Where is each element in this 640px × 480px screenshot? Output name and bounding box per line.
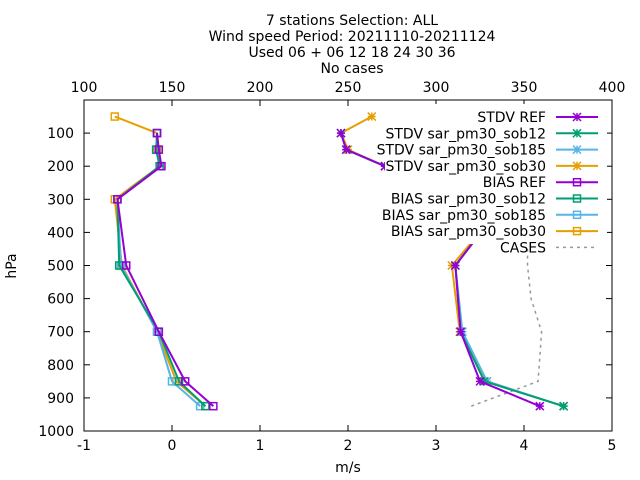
data-point xyxy=(113,195,122,204)
x2-tick-label: 400 xyxy=(599,80,626,96)
legend-swatch-marker xyxy=(572,161,582,171)
series-cases xyxy=(470,248,543,407)
y-axis-label: hPa xyxy=(4,253,20,278)
legend-entry: STDV sar_pm30_sob30 xyxy=(385,159,598,175)
legend-label: BIAS sar_pm30_sob185 xyxy=(382,208,546,224)
data-point xyxy=(341,145,351,155)
data-point xyxy=(475,376,485,386)
x-tick-label: 5 xyxy=(608,438,617,454)
x2-tick-label: 250 xyxy=(335,80,362,96)
legend-entry: BIAS REF xyxy=(483,175,598,191)
data-point xyxy=(121,261,131,270)
series-bias-ref xyxy=(113,128,218,411)
legend-entry: STDV sar_pm30_sob185 xyxy=(377,143,598,159)
data-point xyxy=(479,376,489,386)
legend-label: STDV sar_pm30_sob185 xyxy=(377,143,546,159)
y-tick-label: 200 xyxy=(47,159,74,175)
data-point xyxy=(154,145,164,154)
data-point xyxy=(559,401,569,411)
x2-tick-label: 150 xyxy=(159,80,186,96)
x-tick-label: 3 xyxy=(432,438,441,454)
x2-tick-label: 300 xyxy=(423,80,450,96)
legend-entry: STDV REF xyxy=(477,110,598,126)
legend-swatch-marker xyxy=(572,177,582,187)
title-line-1: 7 stations Selection: ALL xyxy=(266,13,438,29)
y-tick-label: 300 xyxy=(47,192,74,208)
data-point xyxy=(535,401,545,411)
legend-label: STDV sar_pm30_sob12 xyxy=(385,126,546,142)
legend-swatch-marker xyxy=(572,194,582,203)
legend-entry: STDV sar_pm30_sob12 xyxy=(385,126,598,142)
y-tick-label: 400 xyxy=(47,225,74,241)
legend-label: BIAS REF xyxy=(483,175,546,191)
data-point xyxy=(157,161,166,171)
x-tick-label: 0 xyxy=(168,438,177,454)
legend-label: BIAS sar_pm30_sob30 xyxy=(391,224,546,240)
data-point xyxy=(367,112,377,122)
data-point xyxy=(195,401,205,411)
title-line-2: Wind speed Period: 20211110-20211124 xyxy=(209,29,496,45)
y-tick-label: 100 xyxy=(47,126,74,142)
y-tick-label: 500 xyxy=(47,259,74,275)
data-point xyxy=(201,401,210,411)
legend-swatch-marker xyxy=(572,112,582,122)
data-point xyxy=(209,401,218,411)
legend-background xyxy=(385,104,607,244)
data-point xyxy=(456,327,466,337)
x-tick-label: -1 xyxy=(77,438,91,454)
y-tick-label: 600 xyxy=(47,292,74,308)
data-point xyxy=(450,260,460,271)
series-line xyxy=(470,248,543,407)
x-tick-label: 1 xyxy=(256,438,265,454)
legend-entry: BIAS sar_pm30_sob30 xyxy=(391,224,598,240)
data-point xyxy=(180,377,190,386)
legend-entry: BIAS sar_pm30_sob12 xyxy=(391,192,598,208)
x-tick-label: 2 xyxy=(344,438,353,454)
legend-entry: BIAS sar_pm30_sob185 xyxy=(382,208,598,224)
x-tick-label: 4 xyxy=(520,438,529,454)
series-line xyxy=(116,133,207,407)
data-point xyxy=(152,128,162,138)
data-point xyxy=(174,377,184,386)
axes: -1 0 1 2 3 4 5 100 150 200 250 300 350 400 100 200 300 40… xyxy=(38,80,625,454)
x2-tick-label: 200 xyxy=(247,80,274,96)
data-point xyxy=(336,128,346,138)
y-tick-label: 1000 xyxy=(38,424,74,440)
title-line-3: Used 06 + 06 12 18 24 30 36 xyxy=(248,45,455,61)
legend-label: BIAS sar_pm30_sob12 xyxy=(391,192,546,208)
x2-tick-label: 350 xyxy=(511,80,538,96)
y-tick-label: 900 xyxy=(47,391,74,407)
x-axis-label: m/s xyxy=(335,460,361,476)
title-line-4: No cases xyxy=(321,61,384,77)
legend-swatch-marker xyxy=(572,210,582,220)
legend-swatch-marker xyxy=(572,226,582,236)
legend-swatch-marker xyxy=(572,145,582,155)
data-point xyxy=(110,112,120,121)
chart-title: 7 stations Selection: ALL Wind speed Per… xyxy=(209,13,496,77)
y-tick-label: 800 xyxy=(47,358,74,374)
legend-entry: CASES xyxy=(500,240,598,256)
legend-label: CASES xyxy=(500,240,546,256)
data-point xyxy=(380,161,390,171)
series-line xyxy=(116,132,215,407)
x2-tick-label: 100 xyxy=(71,80,98,96)
y-tick-label: 700 xyxy=(47,325,74,341)
legend-label: STDV REF xyxy=(477,110,546,126)
legend-swatch-marker xyxy=(572,128,582,138)
legend-label: STDV sar_pm30_sob30 xyxy=(385,159,546,175)
data-point xyxy=(154,327,164,336)
